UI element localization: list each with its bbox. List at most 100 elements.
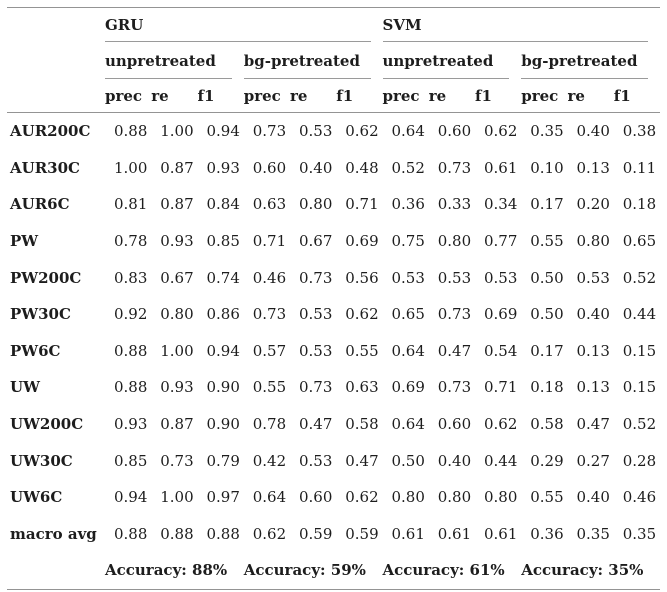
- table-row: AUR30C 1.00 0.87 0.93 0.60 0.40 0.48 0.52 0.73 0.…: [0, 150, 667, 187]
- metric-value: 0.86: [206, 305, 240, 324]
- metric-value: 0.69: [391, 378, 425, 397]
- metric-value: 0.64: [391, 122, 425, 141]
- metric-value: 0.55: [530, 232, 564, 251]
- metric-value: 0.52: [622, 268, 657, 287]
- metric-value: 0.93: [114, 415, 148, 434]
- metric-value: 0.35: [530, 122, 564, 141]
- table-row: PW30C 0.92 0.80 0.86 0.73 0.53 0.62 0.65 0.73 0.6…: [0, 296, 667, 333]
- metric-value: 0.88: [114, 524, 148, 543]
- metric-value: 0.73: [299, 268, 333, 287]
- metric-value: 0.62: [252, 524, 287, 543]
- metric-value: 0.88: [114, 122, 148, 141]
- metric-value: 0.40: [437, 451, 472, 470]
- metric-value: 0.80: [484, 488, 518, 507]
- row-label: UW30C: [10, 451, 73, 470]
- metric-value: 0.57: [252, 341, 287, 360]
- metric-value: 0.13: [576, 158, 610, 177]
- metric-value: 0.80: [160, 305, 194, 324]
- metric-value: 0.65: [391, 305, 425, 324]
- metric-value: 0.75: [391, 232, 425, 251]
- metric-value: 0.65: [622, 232, 657, 251]
- metric-value: 0.93: [206, 158, 240, 177]
- group-header-gru: GRU: [105, 8, 383, 42]
- accuracy-value: Accuracy: 88%: [105, 561, 228, 580]
- metric-value: 0.54: [484, 341, 518, 360]
- metric-value: 0.53: [299, 305, 333, 324]
- metric-value: 0.85: [114, 451, 148, 470]
- group-header-svm: SVM: [382, 8, 661, 42]
- row-label: AUR6C: [10, 195, 70, 214]
- subgroup-header-gru-unpretreated: unpretreated: [105, 42, 244, 79]
- metric-value: 0.85: [206, 232, 240, 251]
- accuracy-value: Accuracy: 35%: [521, 561, 644, 580]
- metric-value: 0.17: [530, 341, 564, 360]
- metric-value: 0.71: [484, 378, 518, 397]
- metric-value: 0.61: [484, 524, 518, 543]
- metric-value: 0.80: [437, 488, 472, 507]
- metric-value: 0.62: [345, 122, 379, 141]
- metric-value: 0.80: [391, 488, 425, 507]
- table-row: AUR6C 0.81 0.87 0.84 0.63 0.80 0.71 0.36 0.33 0.3…: [0, 186, 667, 223]
- metric-value: 0.53: [437, 268, 472, 287]
- metric-value: 0.48: [345, 158, 379, 177]
- metric-value: 0.36: [530, 524, 564, 543]
- metric-value: 0.34: [484, 195, 518, 214]
- metric-value: 0.20: [576, 195, 610, 214]
- metric-value: 0.36: [391, 195, 425, 214]
- metric-value: 0.55: [530, 488, 564, 507]
- row-label: UW200C: [10, 415, 84, 434]
- metric-value: 0.73: [252, 305, 287, 324]
- group-label: GRU: [105, 16, 144, 34]
- metric-value: 0.73: [437, 158, 472, 177]
- metric-value: 0.40: [576, 305, 610, 324]
- table-body: AUR200C 0.88 1.00 0.94 0.73 0.53 0.62 0.64 0.60 0…: [0, 113, 667, 552]
- metric-header-f1: f1: [613, 86, 631, 105]
- row-label: AUR30C: [10, 158, 80, 177]
- metric-value: 0.40: [576, 488, 610, 507]
- metric-value: 0.52: [622, 415, 657, 434]
- metric-value: 0.64: [252, 488, 287, 507]
- metric-value: 0.15: [622, 341, 657, 360]
- metric-value: 0.88: [114, 378, 148, 397]
- metric-value: 0.88: [206, 524, 240, 543]
- metric-value: 0.87: [160, 415, 194, 434]
- metric-value: 0.87: [160, 158, 194, 177]
- metric-value: 0.74: [206, 268, 240, 287]
- metric-value: 0.60: [299, 488, 333, 507]
- metric-value: 0.94: [206, 341, 240, 360]
- metric-value: 0.69: [345, 232, 379, 251]
- metric-header-re: re: [290, 86, 308, 105]
- metric-value: 0.78: [252, 415, 287, 434]
- metric-value: 0.18: [530, 378, 564, 397]
- table-row: UW6C 0.94 1.00 0.97 0.64 0.60 0.62 0.80 0.80 0.80…: [0, 479, 667, 516]
- metric-value: 0.69: [484, 305, 518, 324]
- metric-value: 0.35: [622, 524, 657, 543]
- metric-value: 0.53: [299, 451, 333, 470]
- metric-value: 0.47: [437, 341, 472, 360]
- metric-value: 0.55: [252, 378, 287, 397]
- metric-value: 0.13: [576, 378, 610, 397]
- metric-value: 0.94: [114, 488, 148, 507]
- metric-value: 0.55: [345, 341, 379, 360]
- metric-value: 0.53: [576, 268, 610, 287]
- metric-value: 0.53: [484, 268, 518, 287]
- table-top-rule: [7, 7, 660, 8]
- metric-header-f1: f1: [336, 86, 354, 105]
- metric-value: 0.52: [391, 158, 425, 177]
- metric-value: 0.80: [437, 232, 472, 251]
- row-label-column-spacer: [10, 8, 105, 42]
- metric-value: 0.33: [437, 195, 472, 214]
- metric-header-prec: prec: [521, 86, 559, 105]
- metric-value: 0.61: [484, 158, 518, 177]
- metric-value: 0.46: [622, 488, 657, 507]
- metric-value: 0.47: [345, 451, 379, 470]
- table-row: UW30C 0.85 0.73 0.79 0.42 0.53 0.47 0.50 0.40 0.4…: [0, 442, 667, 479]
- metric-value: 0.56: [345, 268, 379, 287]
- metric-value: 0.93: [160, 378, 194, 397]
- metric-value: 0.53: [299, 122, 333, 141]
- metric-value: 0.64: [391, 415, 425, 434]
- metric-value: 0.88: [114, 341, 148, 360]
- metric-value: 0.81: [114, 195, 148, 214]
- metric-value: 0.61: [437, 524, 472, 543]
